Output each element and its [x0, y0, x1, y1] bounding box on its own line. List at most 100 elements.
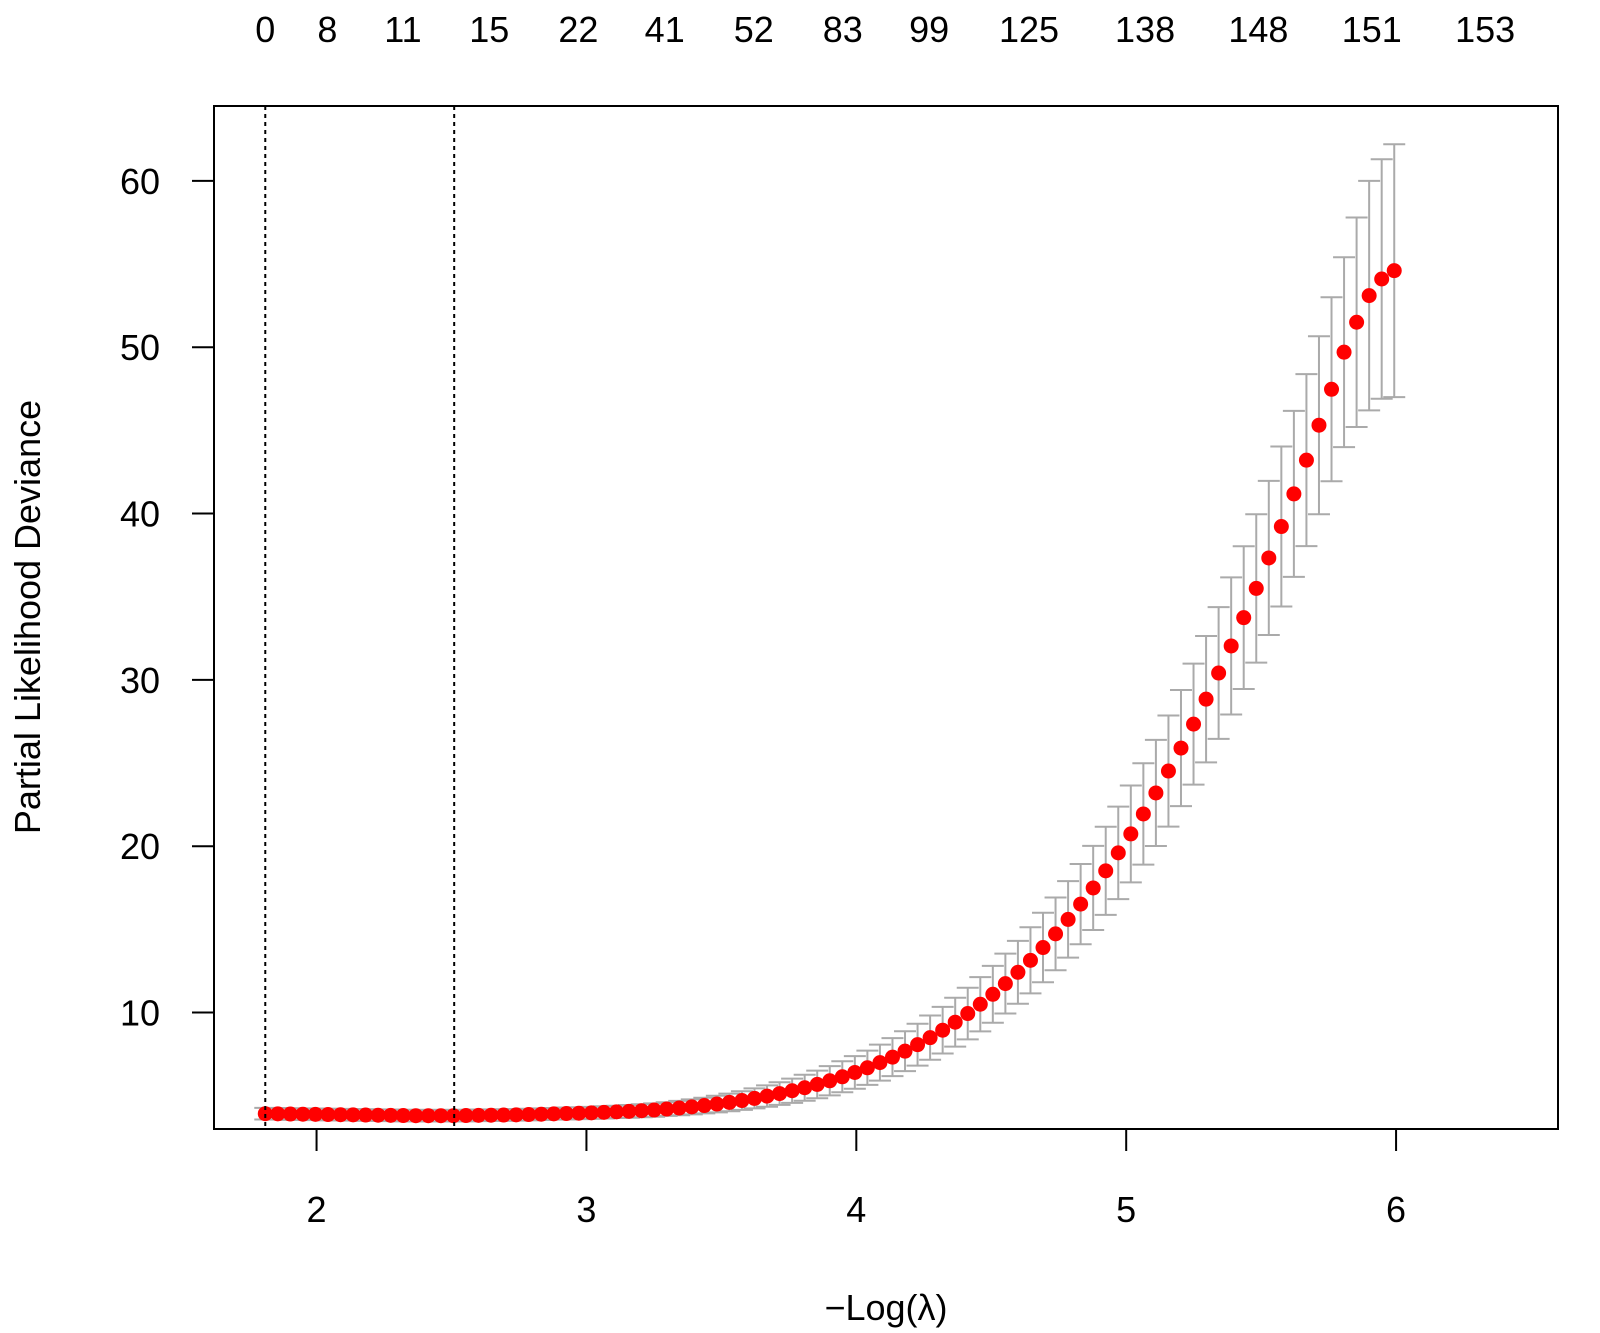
- data-point: [671, 1100, 687, 1116]
- data-point: [721, 1094, 737, 1110]
- data-point: [972, 996, 988, 1012]
- top-axis-label: 125: [999, 9, 1059, 50]
- data-point: [884, 1049, 900, 1065]
- data-point: [1148, 785, 1164, 801]
- data-point: [546, 1106, 562, 1122]
- data-point: [1160, 763, 1176, 779]
- data-point: [1311, 417, 1327, 433]
- top-axis-label: 11: [384, 9, 421, 50]
- data-point: [1361, 288, 1377, 304]
- reference-lines: [264, 106, 456, 1129]
- data-point: [1236, 610, 1252, 626]
- data-point: [809, 1076, 825, 1092]
- x-axis: 2 3 4 5 6: [307, 1129, 1406, 1230]
- top-axis-label: 22: [558, 9, 598, 50]
- data-point: [609, 1104, 625, 1120]
- data-point: [1211, 665, 1227, 681]
- data-point: [960, 1006, 976, 1022]
- data-point: [947, 1014, 963, 1030]
- y-tick-label: 10: [120, 993, 160, 1034]
- data-point: [370, 1107, 386, 1123]
- top-axis-label: 138: [1115, 9, 1175, 50]
- top-axis-label: 148: [1228, 9, 1288, 50]
- data-point: [834, 1069, 850, 1085]
- data-point: [1035, 940, 1051, 956]
- data-point: [1073, 896, 1089, 912]
- top-axis-label: 151: [1342, 9, 1402, 50]
- top-axis-label: 153: [1455, 9, 1515, 50]
- data-point: [408, 1108, 424, 1124]
- data-point: [571, 1105, 587, 1121]
- data-point: [458, 1108, 474, 1124]
- data-point: [1173, 740, 1189, 756]
- data-point: [345, 1107, 361, 1123]
- x-axis-title: −Log(λ): [824, 1287, 947, 1328]
- data-point: [872, 1055, 888, 1071]
- y-tick-label: 20: [120, 826, 160, 867]
- data-point: [910, 1037, 926, 1053]
- data-points: [257, 263, 1402, 1124]
- y-axis-title: Partial Likelihood Deviance: [7, 400, 48, 834]
- top-axis-label: 15: [469, 9, 509, 50]
- data-point: [922, 1030, 938, 1046]
- data-point: [483, 1107, 499, 1123]
- data-point: [508, 1107, 524, 1123]
- data-point: [759, 1088, 775, 1104]
- data-point: [257, 1106, 273, 1122]
- data-point: [307, 1106, 323, 1122]
- data-point: [521, 1107, 537, 1123]
- y-tick-label: 50: [120, 327, 160, 368]
- data-point: [1298, 452, 1314, 468]
- data-point: [621, 1103, 637, 1119]
- x-tick-label: 3: [576, 1189, 596, 1230]
- data-point: [333, 1107, 349, 1123]
- data-point: [696, 1098, 712, 1114]
- top-axis-label: 41: [645, 9, 685, 50]
- data-point: [784, 1083, 800, 1099]
- top-axis-label: 99: [909, 9, 949, 50]
- data-point: [270, 1106, 286, 1122]
- data-point: [358, 1107, 374, 1123]
- data-point: [1336, 344, 1352, 360]
- data-point: [1386, 263, 1402, 279]
- plot-frame: [213, 105, 1559, 1130]
- data-point: [646, 1102, 662, 1118]
- data-point: [1098, 863, 1114, 879]
- top-axis-label: 52: [734, 9, 774, 50]
- y-axis: 10 20 30 40 50 60: [120, 161, 214, 1034]
- data-point: [772, 1086, 788, 1102]
- y-tick-label: 30: [120, 660, 160, 701]
- data-point: [847, 1064, 863, 1080]
- x-tick-label: 2: [307, 1189, 327, 1230]
- top-axis-label: 0: [255, 9, 275, 50]
- data-point: [659, 1101, 675, 1117]
- data-point: [859, 1060, 875, 1076]
- data-point: [985, 986, 1001, 1002]
- data-point: [558, 1106, 574, 1122]
- data-point: [1223, 638, 1239, 654]
- data-point: [395, 1108, 411, 1124]
- y-tick-label: 60: [120, 161, 160, 202]
- data-point: [320, 1107, 336, 1123]
- data-point: [1198, 691, 1214, 707]
- data-point: [1349, 314, 1365, 330]
- x-tick-label: 6: [1386, 1189, 1406, 1230]
- data-point: [634, 1103, 650, 1119]
- y-tick-label: 40: [120, 494, 160, 535]
- data-point: [596, 1104, 612, 1120]
- data-point: [1022, 952, 1038, 968]
- data-point: [734, 1093, 750, 1109]
- data-point: [1324, 381, 1340, 397]
- top-axis-nonzero-counts: 0 8 11 15 22 41 52 83 99 125 138 148 151 153: [255, 9, 1515, 50]
- data-point: [746, 1090, 762, 1106]
- data-point: [533, 1106, 549, 1122]
- data-point: [1135, 806, 1151, 822]
- data-point: [383, 1107, 399, 1123]
- data-point: [282, 1106, 298, 1122]
- data-point: [1286, 486, 1302, 502]
- data-point: [997, 976, 1013, 992]
- data-point: [1273, 519, 1289, 535]
- data-point: [897, 1043, 913, 1059]
- data-point: [471, 1107, 487, 1123]
